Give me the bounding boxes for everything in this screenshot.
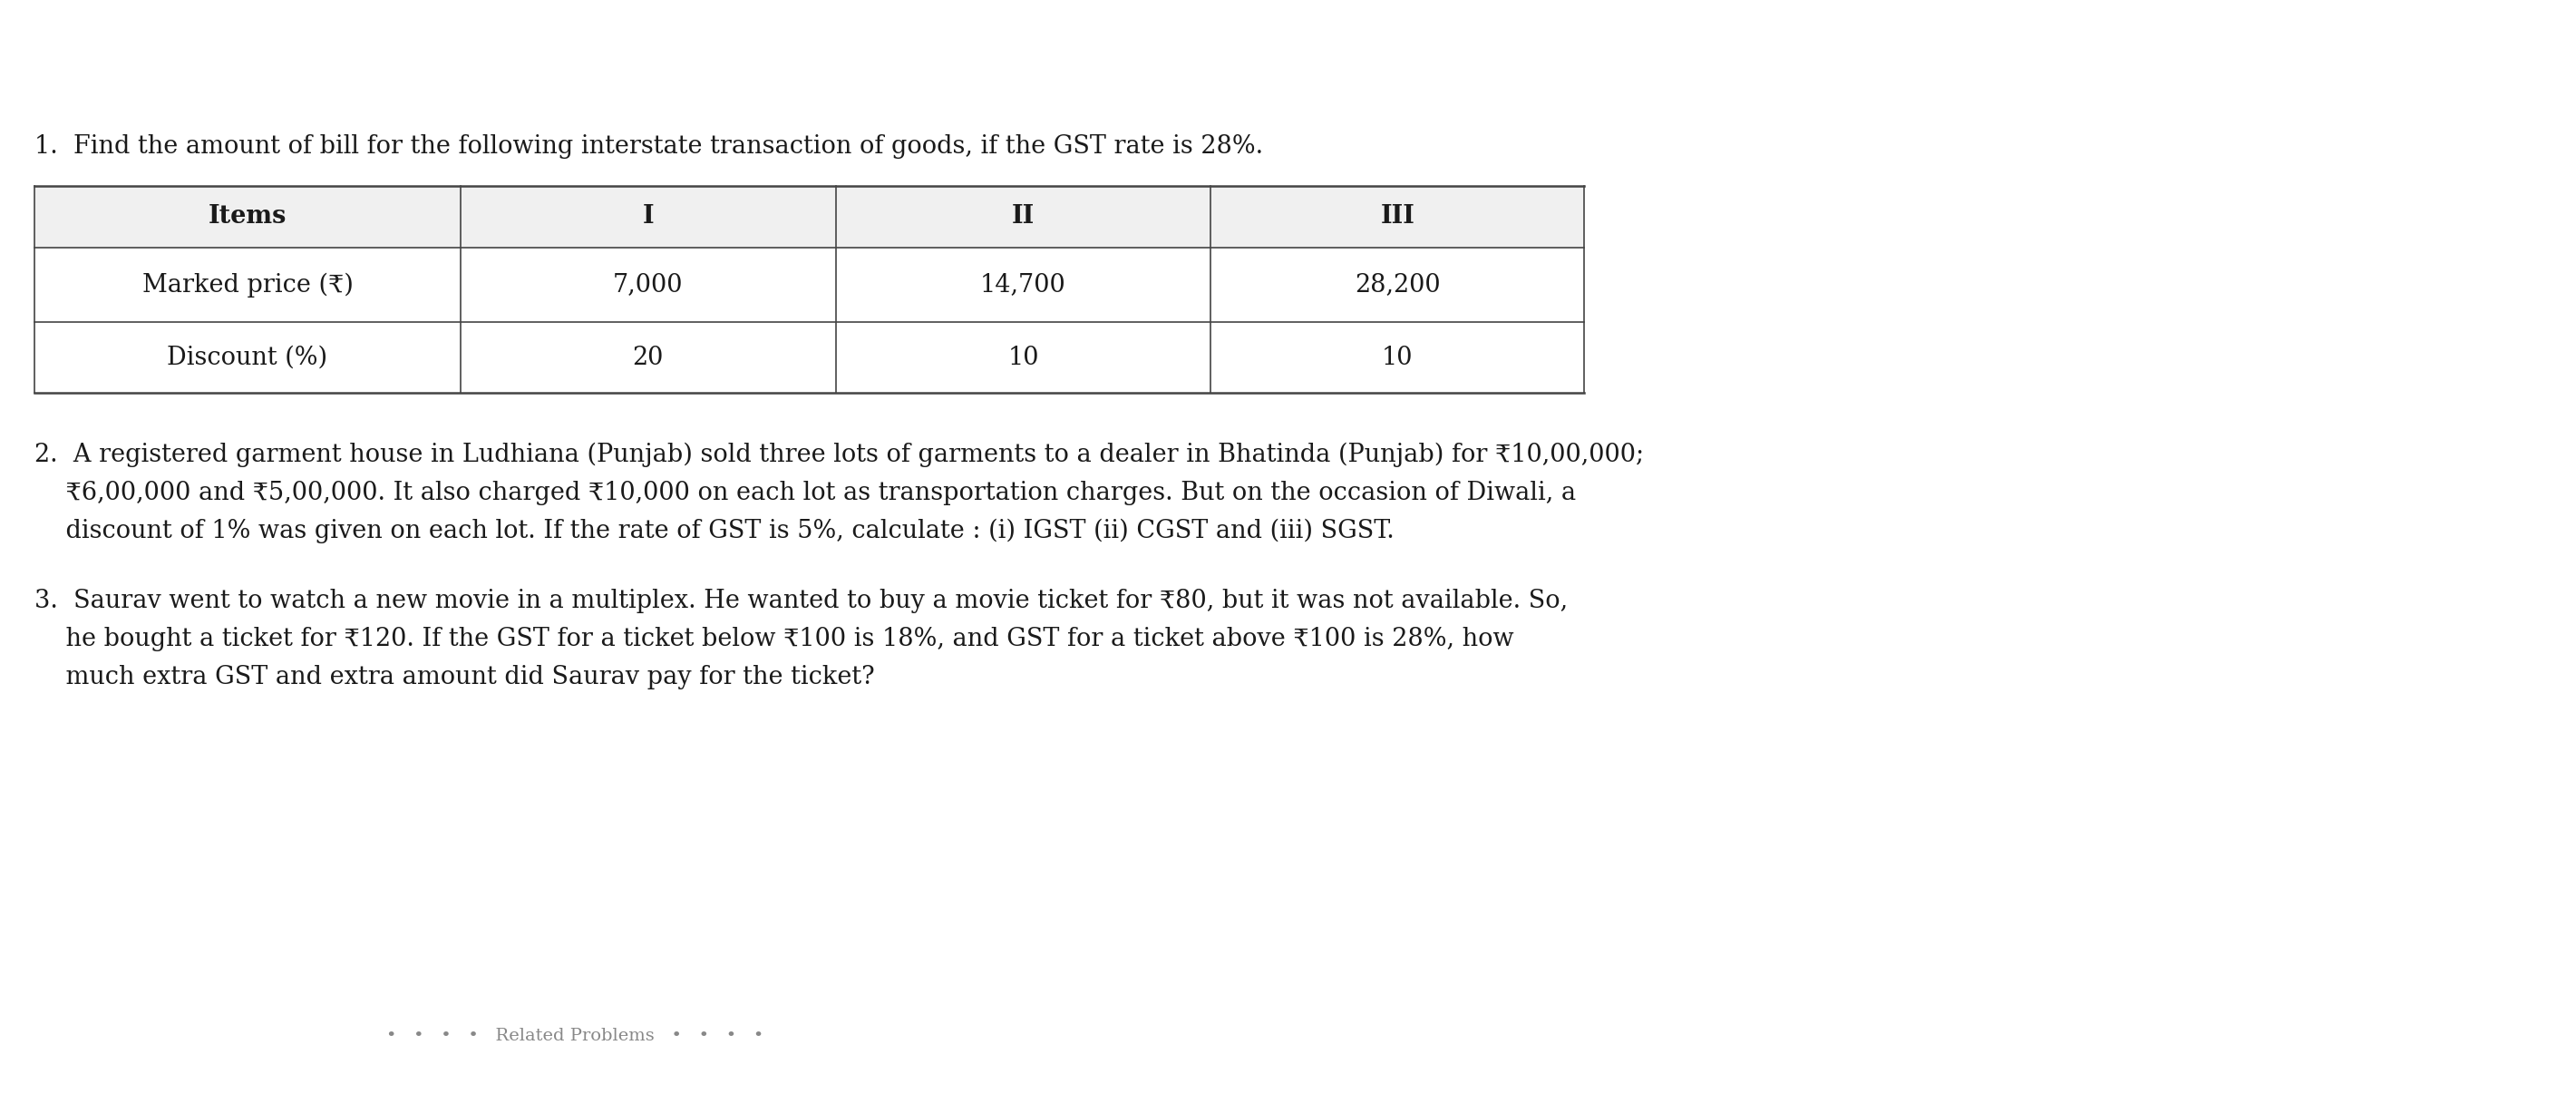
Text: 20: 20 — [634, 346, 665, 370]
Text: Items: Items — [209, 205, 286, 229]
Text: ₹6,00,000 and ₹5,00,000. It also charged ₹10,000 on each lot as transportation c: ₹6,00,000 and ₹5,00,000. It also charged… — [33, 480, 1577, 505]
Text: I: I — [641, 205, 654, 229]
Text: III: III — [1381, 205, 1414, 229]
Text: 1.  Find the amount of bill for the following interstate transaction of goods, i: 1. Find the amount of bill for the follo… — [33, 135, 1262, 159]
Text: 3.  Saurav went to watch a new movie in a multiplex. He wanted to buy a movie ti: 3. Saurav went to watch a new movie in a… — [33, 589, 1569, 614]
Text: he bought a ticket for ₹120. If the GST for a ticket below ₹100 is 18%, and GST : he bought a ticket for ₹120. If the GST … — [33, 627, 1515, 651]
Text: discount of 1% was given on each lot. If the rate of GST is 5%, calculate : (i) : discount of 1% was given on each lot. If… — [33, 519, 1394, 544]
Text: 2.  A registered garment house in Ludhiana (Punjab) sold three lots of garments : 2. A registered garment house in Ludhian… — [33, 443, 1643, 467]
Text: •   •   •   •   Related Problems   •   •   •   •: • • • • Related Problems • • • • — [386, 1027, 765, 1044]
Text: much extra GST and extra amount did Saurav pay for the ticket?: much extra GST and extra amount did Saur… — [33, 665, 876, 689]
Text: 10: 10 — [1381, 346, 1414, 370]
Text: II: II — [1012, 205, 1036, 229]
Text: 10: 10 — [1007, 346, 1038, 370]
Text: 28,200: 28,200 — [1355, 272, 1440, 298]
Text: Marked price (₹): Marked price (₹) — [142, 272, 353, 298]
Text: 7,000: 7,000 — [613, 272, 683, 298]
Bar — [33, 186, 1584, 247]
Text: 14,700: 14,700 — [981, 272, 1066, 298]
Text: Discount (%): Discount (%) — [167, 346, 327, 370]
